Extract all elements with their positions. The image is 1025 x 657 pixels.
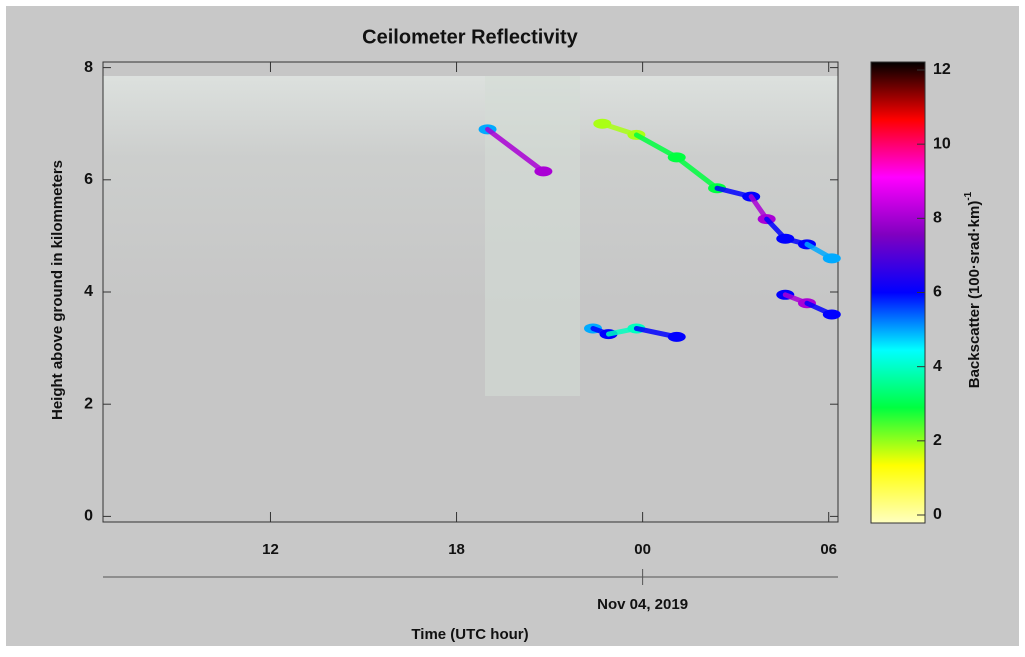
colorbar <box>870 61 926 524</box>
cloud-cell <box>822 253 841 264</box>
y-tick-label: 0 <box>84 508 93 525</box>
x-tick-label: 00 <box>634 541 651 558</box>
colorbar-tick-label: 6 <box>933 284 942 301</box>
y-tick-label: 8 <box>84 59 93 76</box>
precip-texture <box>485 76 580 396</box>
colorbar-tick-label: 10 <box>933 135 951 152</box>
layer-segment <box>485 126 546 174</box>
y-axis-title: Height above ground in kilommeters <box>49 160 66 420</box>
date-label: Nov 04, 2019 <box>597 596 688 613</box>
colorbar-tick-label: 8 <box>933 210 942 227</box>
layer-segment <box>674 154 720 191</box>
x-tick-label: 06 <box>820 541 837 558</box>
colorbar-title-text: Backscatter (100·srad·km) <box>966 201 983 389</box>
x-tick-label: 18 <box>448 541 465 558</box>
colorbar-tick-label: 12 <box>933 61 951 78</box>
colorbar-tick-label: 4 <box>933 358 942 375</box>
cloud-cell <box>667 331 686 342</box>
colorbar-tick-label: 2 <box>933 432 942 449</box>
colorbar-title-exponent: -1 <box>963 191 974 200</box>
x-tick-label: 12 <box>262 541 279 558</box>
chart-title: Ceilometer Reflectivity <box>362 26 579 48</box>
y-tick-label: 6 <box>84 171 93 188</box>
y-tick-label: 2 <box>84 395 93 412</box>
x-axis-title: Time (UTC hour) <box>411 626 528 643</box>
colorbar-tick-label: 0 <box>933 506 942 523</box>
cloud-cell <box>534 166 553 177</box>
colorbar-title: Backscatter (100·srad·km)-1 <box>963 191 983 388</box>
layer-segment <box>633 132 680 160</box>
cloud-cell <box>822 309 841 320</box>
y-tick-label: 4 <box>84 283 93 300</box>
